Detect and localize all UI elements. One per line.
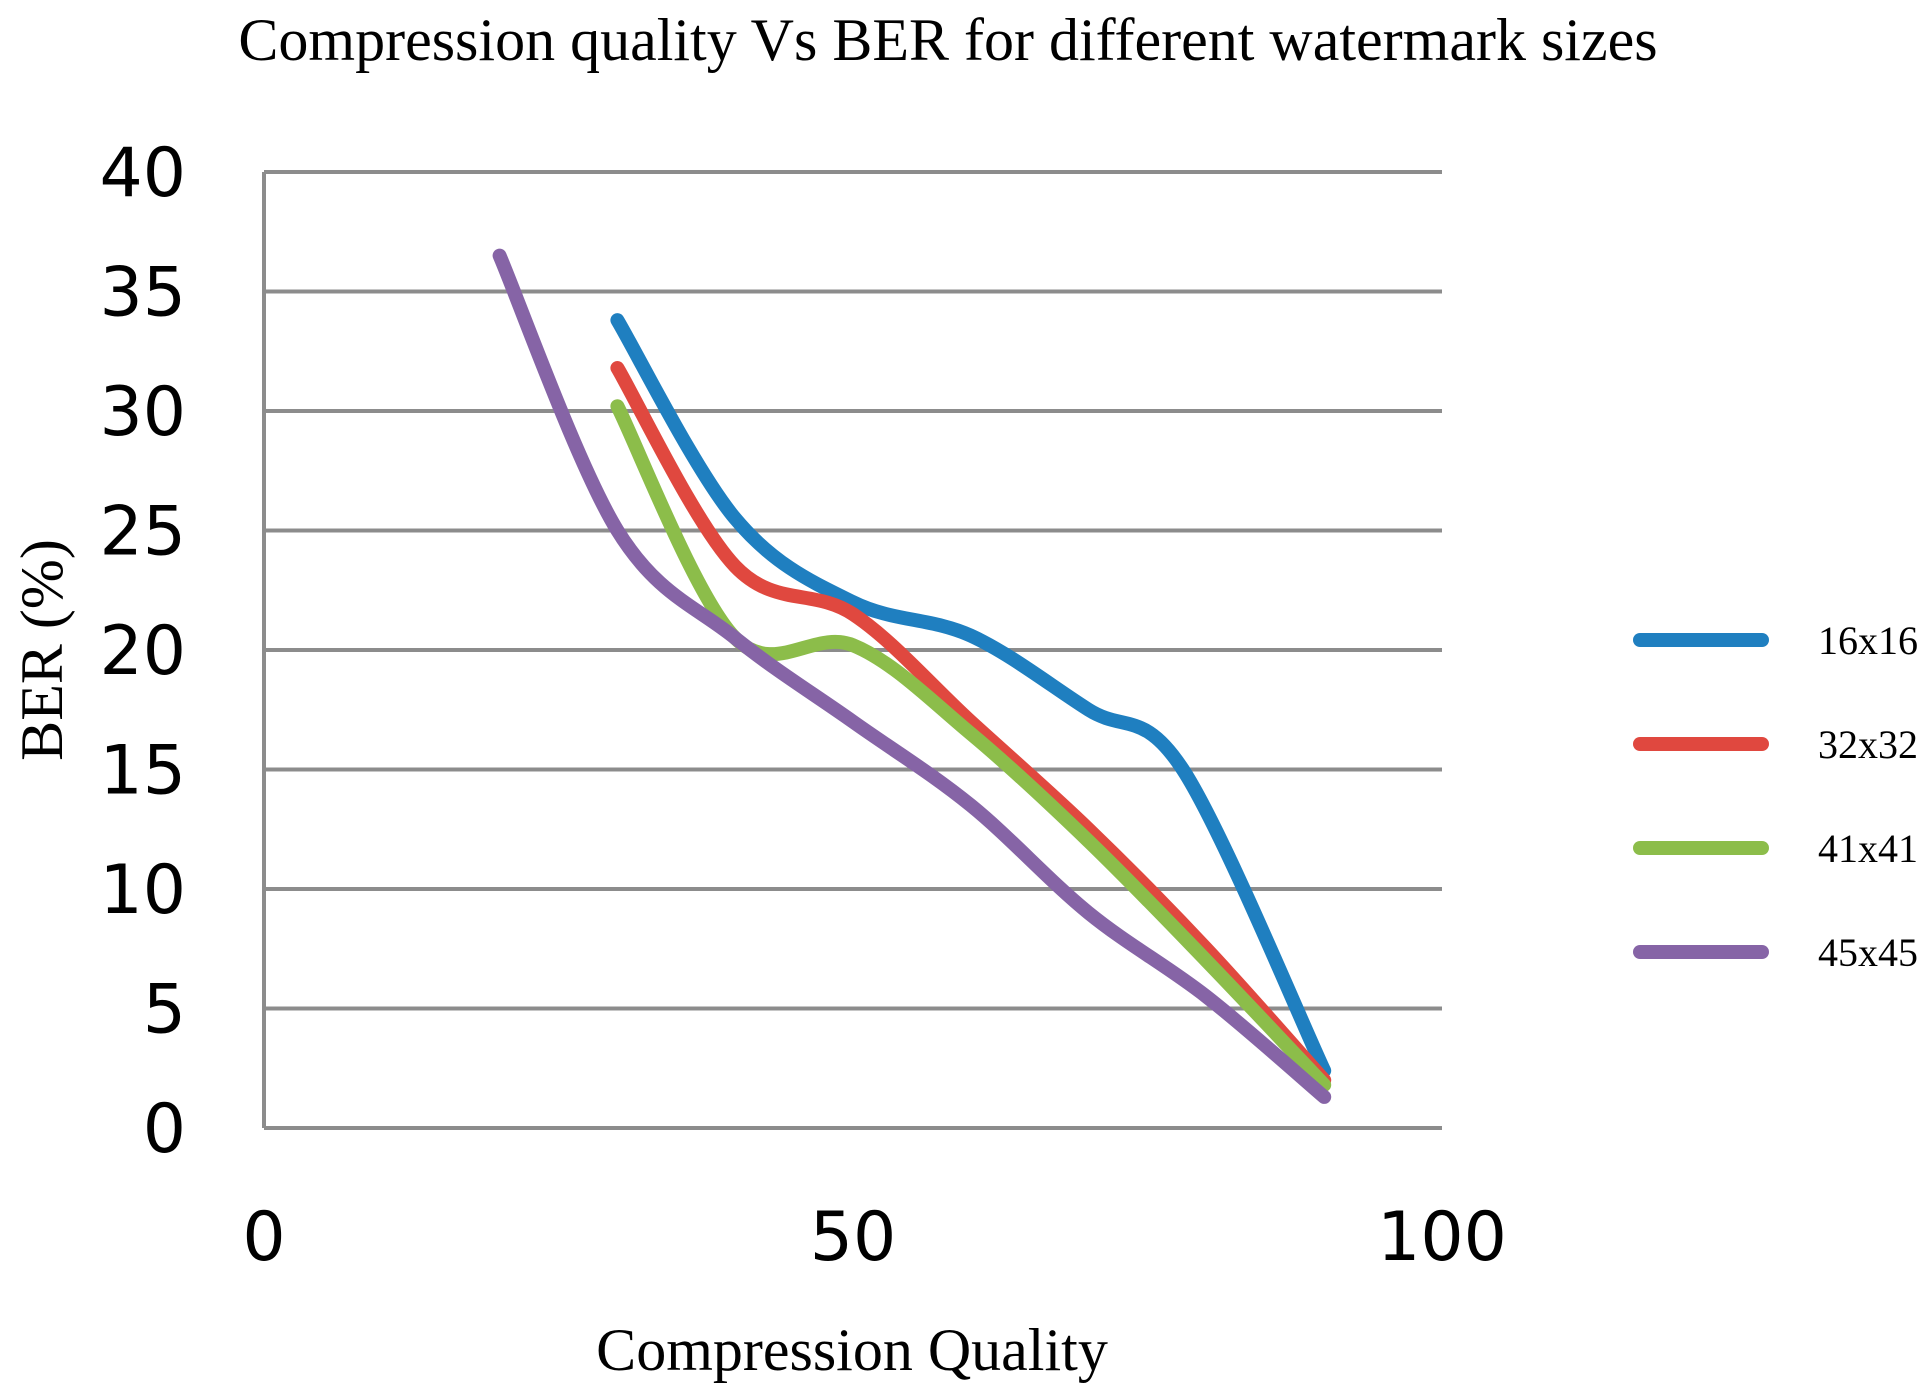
y-tick-label-35: 35 xyxy=(99,254,186,333)
series-line-16x16 xyxy=(610,313,1332,1078)
x-tick-label-50: 50 xyxy=(810,1198,897,1277)
legend-item-16x16: 16x16 xyxy=(1633,618,1918,663)
legend-label-41x41: 41x41 xyxy=(1818,826,1918,871)
y-tick-label-10: 10 xyxy=(99,851,186,930)
x-tick-label-100: 100 xyxy=(1377,1198,1507,1277)
x-tick-label-0: 0 xyxy=(242,1198,285,1277)
y-axis-title: BER (%) xyxy=(9,539,75,761)
series-line-32x32 xyxy=(610,360,1332,1088)
legend-item-41x41: 41x41 xyxy=(1633,826,1918,871)
legend: 16x16 32x32 41x41 45x45 xyxy=(1633,618,1918,975)
legend-label-45x45: 45x45 xyxy=(1818,930,1918,975)
x-tick-labels: 0 50 100 xyxy=(242,1198,1507,1277)
y-tick-label-5: 5 xyxy=(143,971,186,1050)
y-tick-label-20: 20 xyxy=(99,612,186,691)
y-tick-label-0: 0 xyxy=(143,1090,186,1169)
y-tick-labels: 0 5 10 15 20 25 30 35 40 xyxy=(99,134,186,1169)
legend-item-45x45: 45x45 xyxy=(1633,930,1918,975)
y-tick-label-30: 30 xyxy=(99,373,186,452)
y-tick-label-25: 25 xyxy=(99,493,186,572)
grid-lines xyxy=(264,170,1442,1011)
chart-title: Compression quality Vs BER for different… xyxy=(238,7,1657,73)
legend-label-32x32: 32x32 xyxy=(1818,722,1918,767)
legend-label-16x16: 16x16 xyxy=(1818,618,1918,663)
y-tick-label-40: 40 xyxy=(99,134,186,213)
series-line-45x45 xyxy=(492,248,1332,1104)
x-axis-title: Compression Quality xyxy=(596,1317,1108,1383)
series-lines xyxy=(492,248,1332,1104)
y-tick-label-15: 15 xyxy=(99,732,186,811)
legend-item-32x32: 32x32 xyxy=(1633,722,1918,767)
axes xyxy=(262,172,1442,1130)
